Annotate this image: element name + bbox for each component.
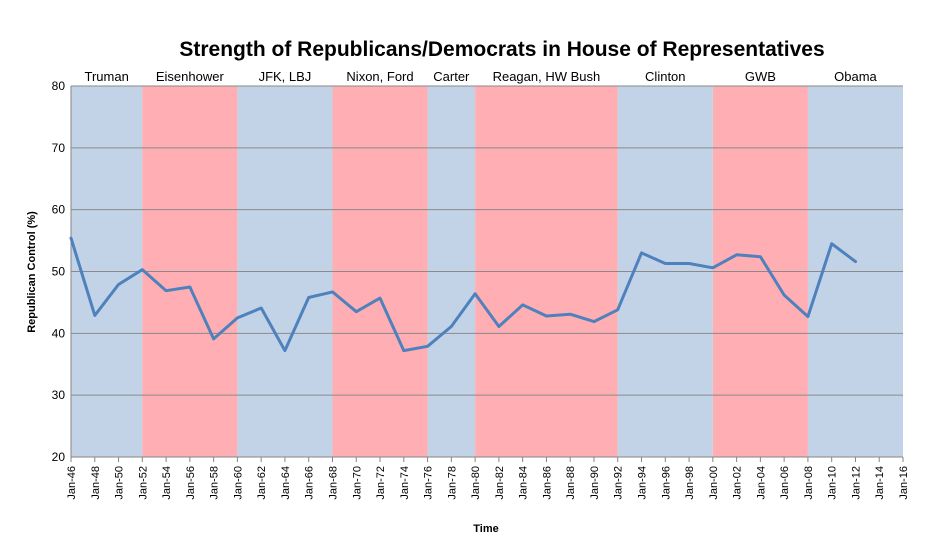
x-tick-label: Jan-60 — [232, 466, 244, 500]
data-point — [545, 314, 548, 318]
x-tick-label: Jan-90 — [589, 466, 601, 500]
data-point — [616, 308, 619, 312]
y-tick-labels: 20 30 40 50 60 70 80 — [52, 79, 66, 464]
y-tick-label: 30 — [52, 388, 66, 402]
data-point — [259, 306, 263, 310]
x-tick-label: Jan-50 — [114, 466, 126, 500]
data-point — [117, 283, 120, 286]
x-tick-label: Jan-86 — [541, 466, 553, 500]
x-tick-label: Jan-76 — [423, 466, 435, 500]
x-tick-label: Jan-04 — [755, 466, 767, 500]
x-tick-label: Jan-94 — [637, 466, 649, 500]
data-point — [69, 236, 73, 240]
x-tick-label: Jan-56 — [185, 466, 197, 500]
data-point — [378, 296, 382, 300]
x-tick-label: Jan-08 — [803, 466, 815, 500]
data-point — [569, 312, 572, 316]
data-point — [307, 296, 310, 299]
data-point — [687, 262, 691, 265]
era-label-8: Obama — [834, 69, 877, 84]
data-point — [283, 349, 287, 352]
x-tick-label: Jan-88 — [565, 466, 577, 500]
x-tick-label: Jan-62 — [256, 466, 268, 500]
series-line-0 — [69, 236, 857, 353]
x-tick-label: Jan-82 — [494, 466, 506, 500]
x-tick-label: Jan-48 — [90, 466, 102, 500]
data-point — [521, 303, 524, 307]
data-point — [331, 290, 334, 294]
data-point — [426, 345, 429, 348]
x-tick-label: Jan-84 — [518, 466, 530, 500]
era-labels: Truman Eisenhower JFK, LBJ Nixon, Ford Carte… — [85, 69, 878, 84]
series-line-group — [69, 236, 857, 353]
axes — [70, 86, 904, 462]
data-point — [473, 292, 477, 295]
era-label-7: GWB — [745, 69, 776, 84]
y-tick-label: 20 — [52, 450, 66, 464]
x-tick-label: Jan-58 — [209, 466, 221, 500]
x-tick-label: Jan-46 — [66, 466, 78, 500]
chart-title: Strength of Republicans/Democrats in Hou… — [179, 38, 824, 61]
era-label-0: Truman — [85, 69, 129, 84]
data-point — [759, 255, 762, 258]
data-point — [188, 285, 192, 289]
data-point — [640, 251, 643, 255]
x-tick-label: Jan-06 — [779, 466, 791, 500]
x-axis-label: Time — [473, 523, 498, 535]
x-tick-label: Jan-16 — [898, 466, 910, 500]
era-label-3: Nixon, Ford — [346, 69, 413, 84]
x-tick-label: Jan-96 — [660, 466, 672, 500]
data-point — [402, 349, 405, 352]
x-tick-label: Jan-66 — [304, 466, 316, 500]
data-point — [806, 315, 810, 318]
x-tick-label: Jan-68 — [327, 466, 339, 500]
x-tick-label: Jan-10 — [827, 466, 839, 500]
x-tick-label: Jan-74 — [399, 466, 411, 500]
data-point — [497, 325, 501, 328]
x-tick-label: Jan-92 — [613, 466, 625, 500]
data-point — [664, 262, 667, 265]
y-tick-label: 80 — [52, 79, 66, 93]
x-tick-label: Jan-00 — [708, 466, 720, 500]
y-tick-label: 50 — [52, 265, 66, 279]
data-point — [93, 314, 96, 317]
era-label-6: Clinton — [645, 69, 685, 84]
era-label-1: Eisenhower — [156, 69, 225, 84]
data-point — [782, 293, 786, 297]
x-tick-label: Jan-80 — [470, 466, 482, 500]
data-point — [830, 242, 833, 245]
data-point — [164, 289, 168, 292]
x-tick-label: Jan-54 — [161, 466, 173, 500]
y-tick-label: 70 — [52, 141, 66, 155]
data-point — [711, 266, 715, 269]
era-label-5: Reagan, HW Bush — [493, 69, 601, 84]
data-point — [212, 337, 215, 341]
era-label-2: JFK, LBJ — [259, 69, 312, 84]
x-tick-label: Jan-14 — [874, 466, 886, 500]
x-tick-label: Jan-64 — [280, 466, 292, 500]
x-tick-label: Jan-52 — [137, 466, 149, 500]
data-point — [592, 320, 596, 323]
x-tick-label: Jan-02 — [732, 466, 744, 500]
era-label-4: Carter — [433, 69, 470, 84]
y-tick-label: 40 — [52, 326, 66, 340]
data-point — [141, 268, 144, 271]
x-tick-labels: Jan-46 Jan-48 Jan-50 Jan-52 Jan-54 Jan-56 Jan-… — [66, 466, 910, 500]
x-tick-label: Jan-78 — [446, 466, 458, 500]
x-tick-label: Jan-98 — [684, 466, 696, 500]
x-tick-label: Jan-72 — [375, 466, 387, 500]
data-point — [450, 325, 453, 328]
x-tick-label: Jan-70 — [351, 466, 363, 500]
data-point — [236, 316, 239, 320]
y-axis-label: Republican Control (%) — [26, 211, 38, 333]
x-tick-label: Jan-12 — [850, 466, 862, 500]
y-tick-label: 60 — [52, 203, 66, 217]
data-point — [854, 260, 857, 263]
data-point — [735, 253, 738, 257]
data-point — [355, 310, 358, 313]
